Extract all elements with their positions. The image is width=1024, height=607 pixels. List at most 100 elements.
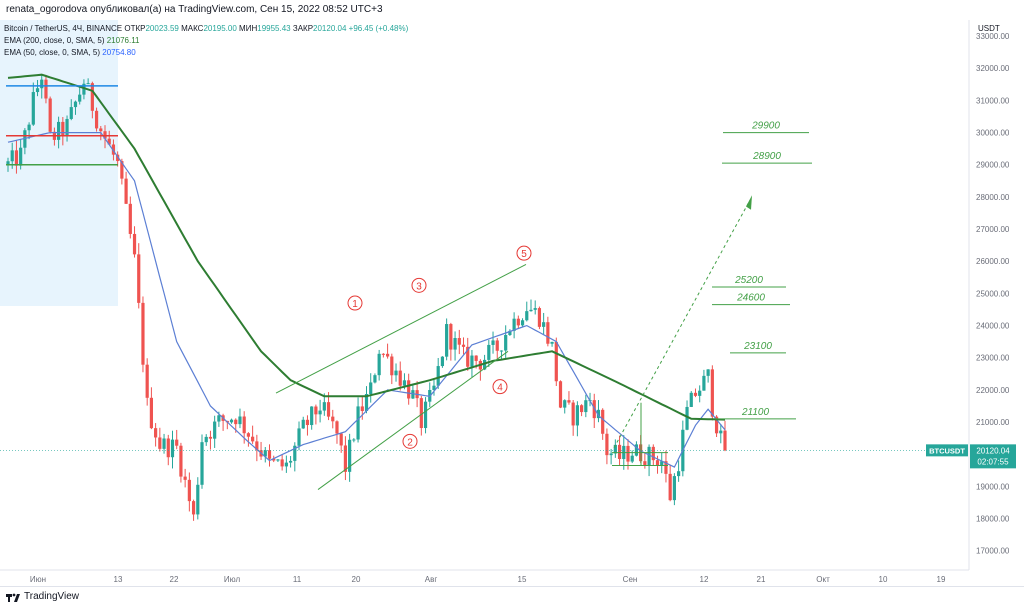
low-label: МИН	[239, 24, 258, 33]
wave-marker-label: 1	[352, 299, 358, 310]
candle-body	[381, 353, 385, 355]
candle-body	[563, 400, 567, 408]
y-tick-label: 29000.00	[976, 161, 1010, 170]
chart-area[interactable]: USDT17000.0018000.0019000.0020000.002100…	[0, 20, 1024, 586]
brand-name: TradingView	[24, 591, 80, 602]
candle-body	[512, 318, 516, 331]
candle-body	[525, 311, 529, 321]
y-tick-label: 24000.00	[976, 322, 1010, 331]
candle-body	[613, 444, 617, 454]
candle-body	[234, 419, 238, 425]
x-tick-label: Авг	[425, 575, 438, 584]
candle-body	[246, 433, 251, 437]
y-tick-label: 18000.00	[976, 515, 1010, 524]
target-level-label: 23100	[743, 341, 772, 352]
x-tick-label: 10	[879, 575, 888, 584]
wave-marker-circle	[347, 295, 363, 311]
candle-body	[651, 446, 655, 461]
candle-body	[331, 416, 335, 422]
candle-body	[647, 446, 651, 466]
candle-body	[293, 445, 297, 461]
candle-body	[719, 430, 723, 434]
candle-body	[107, 138, 111, 145]
ema50-label: EMA (50, close, 0, SMA, 5)	[4, 48, 101, 57]
candle-body	[698, 390, 702, 396]
candle-body	[238, 416, 242, 425]
candle-body	[204, 436, 208, 443]
candle-body	[660, 461, 664, 466]
x-tick-label: Окт	[816, 575, 830, 584]
candle-body	[432, 385, 436, 390]
candle-body	[141, 302, 145, 365]
candle-body	[288, 460, 293, 463]
candle-body	[445, 324, 449, 357]
candle-body	[504, 335, 508, 351]
candle-body	[61, 121, 65, 136]
candle-body	[714, 416, 719, 434]
price-chart[interactable]: USDT17000.0018000.0019000.0020000.002100…	[0, 20, 1024, 586]
candle-body	[693, 392, 698, 396]
candle-body	[364, 394, 369, 412]
candle-body	[31, 92, 35, 125]
tradingview-logo[interactable]: TradingView	[6, 591, 79, 602]
candle-body	[702, 375, 706, 391]
candle-body	[154, 428, 158, 438]
candle-body	[554, 341, 558, 382]
symbol-name: Bitcoin / TetherUS, 4Ч, BINANCE	[4, 24, 123, 33]
candle-body	[499, 350, 504, 352]
x-tick-label: 11	[293, 575, 302, 584]
projection-arrowhead	[746, 195, 752, 210]
x-tick-label: 12	[700, 575, 709, 584]
candle-body	[124, 178, 128, 204]
close-value: 20120.04	[313, 24, 347, 33]
candle-body	[529, 309, 533, 312]
high-label: МАКС	[181, 24, 204, 33]
candle-body	[65, 118, 69, 136]
candle-body	[242, 416, 246, 434]
high-value: 20195.00	[203, 24, 237, 33]
price-tag-value: 20120.04	[976, 446, 1010, 455]
candle-body	[487, 344, 491, 360]
candle-body	[132, 233, 137, 255]
candle-body	[537, 308, 542, 327]
y-tick-label: 33000.00	[976, 32, 1010, 41]
ema200-legend[interactable]: EMA (200, close, 0, SMA, 5) 21076.11	[4, 36, 140, 45]
candle-body	[10, 150, 14, 162]
x-tick-label: Июл	[224, 575, 241, 584]
candle-body	[457, 338, 461, 345]
candle-body	[314, 406, 318, 415]
candle-body	[630, 455, 634, 462]
candle-body	[175, 439, 179, 446]
candle-body	[546, 322, 550, 344]
candle-body	[196, 484, 200, 515]
candle-body	[297, 428, 301, 446]
candle-body	[491, 340, 495, 345]
price-tag	[970, 444, 1016, 469]
candle-body	[339, 433, 343, 446]
candle-body	[82, 83, 86, 95]
target-level-label: 21100	[741, 407, 770, 418]
candle-body	[162, 438, 166, 449]
candle-body	[137, 254, 141, 303]
candle-body	[158, 437, 162, 449]
price-tag-countdown: 02:07:55	[977, 457, 1009, 466]
candle-body	[44, 79, 48, 99]
candle-body	[436, 366, 440, 386]
candle-body	[516, 318, 520, 326]
ema50-legend[interactable]: EMA (50, close, 0, SMA, 5) 20754.80	[4, 48, 136, 57]
wedge-lower-line	[317, 350, 509, 490]
wedge-upper-line	[275, 263, 527, 394]
y-tick-label: 26000.00	[976, 257, 1010, 266]
candle-body	[723, 430, 727, 451]
candle-body	[170, 439, 175, 458]
candle-body	[145, 364, 149, 398]
candle-body	[668, 473, 672, 501]
candle-body	[377, 353, 381, 376]
candle-body	[301, 419, 305, 429]
candle-body	[398, 370, 402, 386]
candle-body	[27, 124, 31, 131]
candle-body	[605, 433, 609, 456]
wave-marker-label: 5	[521, 249, 527, 260]
candle-body	[40, 79, 44, 89]
candle-body	[596, 409, 601, 419]
